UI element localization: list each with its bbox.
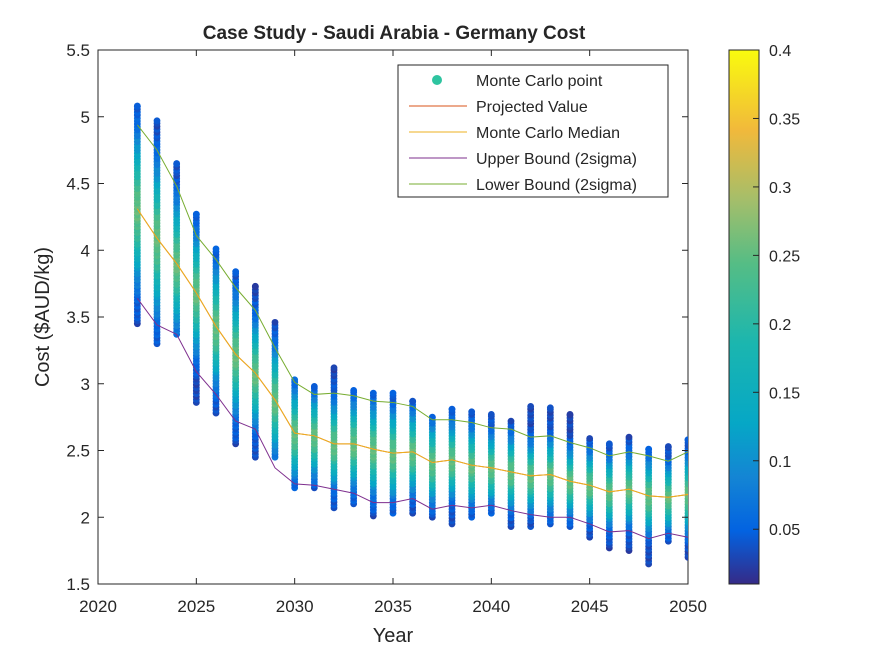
colorbar-tick-label: 0.25 bbox=[769, 248, 800, 265]
monte-carlo-point bbox=[153, 117, 161, 125]
y-tick-label: 3.5 bbox=[66, 308, 90, 327]
colorbar-tick-label: 0.15 bbox=[769, 385, 800, 402]
x-axis-label: Year bbox=[373, 625, 414, 647]
monte-carlo-point bbox=[232, 268, 240, 276]
monte-carlo-point bbox=[389, 389, 397, 397]
legend: Monte Carlo point Projected Value Monte Ca… bbox=[397, 64, 669, 198]
monte-carlo-point bbox=[487, 411, 495, 418]
chart-title: Case Study - Saudi Arabia - Germany Cost bbox=[203, 23, 586, 44]
y-tick-label: 5 bbox=[81, 108, 90, 127]
y-tick-label: 2 bbox=[81, 508, 90, 527]
y-tick-label: 4 bbox=[81, 241, 90, 260]
series-lines bbox=[136, 124, 689, 540]
monte-carlo-point bbox=[192, 210, 200, 218]
legend-label: Monte Carlo point bbox=[476, 73, 603, 90]
monte-carlo-point bbox=[684, 436, 688, 444]
x-tick-label: 2040 bbox=[472, 597, 510, 616]
monte-carlo-point bbox=[251, 282, 259, 290]
legend-label: Monte Carlo Median bbox=[476, 125, 620, 142]
x-tick-label: 2030 bbox=[276, 597, 314, 616]
monte-carlo-point bbox=[546, 404, 554, 412]
monte-carlo-point bbox=[507, 417, 515, 425]
monte-carlo-point bbox=[330, 364, 338, 372]
legend-label: Lower Bound (2sigma) bbox=[476, 177, 637, 194]
colorbar-tick-label: 0.2 bbox=[769, 317, 791, 334]
x-tick-label: 2025 bbox=[177, 597, 215, 616]
upper-bound-2sigma--line bbox=[136, 298, 689, 540]
monte-carlo-point bbox=[271, 318, 279, 326]
colorbar-tick-label: 0.3 bbox=[769, 180, 791, 197]
monte-carlo-point bbox=[605, 440, 613, 448]
x-axis: 2020 2025 2030 2035 2040 2045 2050 bbox=[79, 50, 707, 616]
monte-carlo-median-line bbox=[136, 208, 689, 498]
monte-carlo-point bbox=[212, 245, 220, 253]
monte-carlo-point bbox=[409, 397, 417, 405]
monte-carlo-point bbox=[664, 443, 672, 450]
monte-carlo-point bbox=[645, 445, 653, 453]
colorbar-tick-label: 0.35 bbox=[769, 111, 800, 128]
monte-carlo-point bbox=[468, 408, 476, 416]
legend-label: Projected Value bbox=[476, 99, 588, 116]
y-tick-label: 5.5 bbox=[66, 41, 90, 60]
x-tick-label: 2050 bbox=[669, 597, 707, 616]
monte-carlo-point bbox=[527, 403, 535, 410]
monte-carlo-point bbox=[586, 435, 594, 442]
colorbar-tick-label: 0.4 bbox=[769, 43, 791, 60]
x-tick-label: 2045 bbox=[571, 597, 609, 616]
monte-carlo-points bbox=[133, 102, 688, 568]
monte-carlo-point bbox=[173, 160, 181, 167]
monte-carlo-point bbox=[291, 376, 299, 384]
monte-carlo-point bbox=[350, 387, 358, 394]
colorbar-tick-label: 0.1 bbox=[769, 454, 791, 471]
legend-marker bbox=[432, 75, 442, 85]
monte-carlo-point bbox=[448, 405, 456, 413]
y-tick-label: 2.5 bbox=[66, 442, 90, 461]
colorbar-tick-label: 0.05 bbox=[769, 522, 800, 539]
legend-box bbox=[397, 64, 669, 198]
y-axis: 1.5 2 2.5 3 3.5 4 4.5 5 5.5 bbox=[66, 41, 688, 594]
y-tick-label: 1.5 bbox=[66, 575, 90, 594]
monte-carlo-point bbox=[133, 102, 141, 110]
lower-bound-2sigma--line bbox=[136, 124, 689, 462]
x-tick-label: 2020 bbox=[79, 597, 117, 616]
colorbar-gradient bbox=[728, 49, 760, 585]
y-tick-label: 3 bbox=[81, 375, 90, 394]
x-tick-label: 2035 bbox=[374, 597, 412, 616]
monte-carlo-point bbox=[310, 383, 318, 390]
monte-carlo-point bbox=[625, 433, 633, 441]
legend-label: Upper Bound (2sigma) bbox=[476, 151, 637, 168]
colorbar: 0.05 0.1 0.15 0.2 0.25 0.3 0.35 0.4 bbox=[728, 43, 800, 585]
monte-carlo-point bbox=[566, 411, 574, 418]
y-axis-label: Cost ($AUD/kg) bbox=[32, 247, 54, 387]
y-tick-label: 4.5 bbox=[66, 175, 90, 194]
monte-carlo-point bbox=[369, 389, 377, 397]
